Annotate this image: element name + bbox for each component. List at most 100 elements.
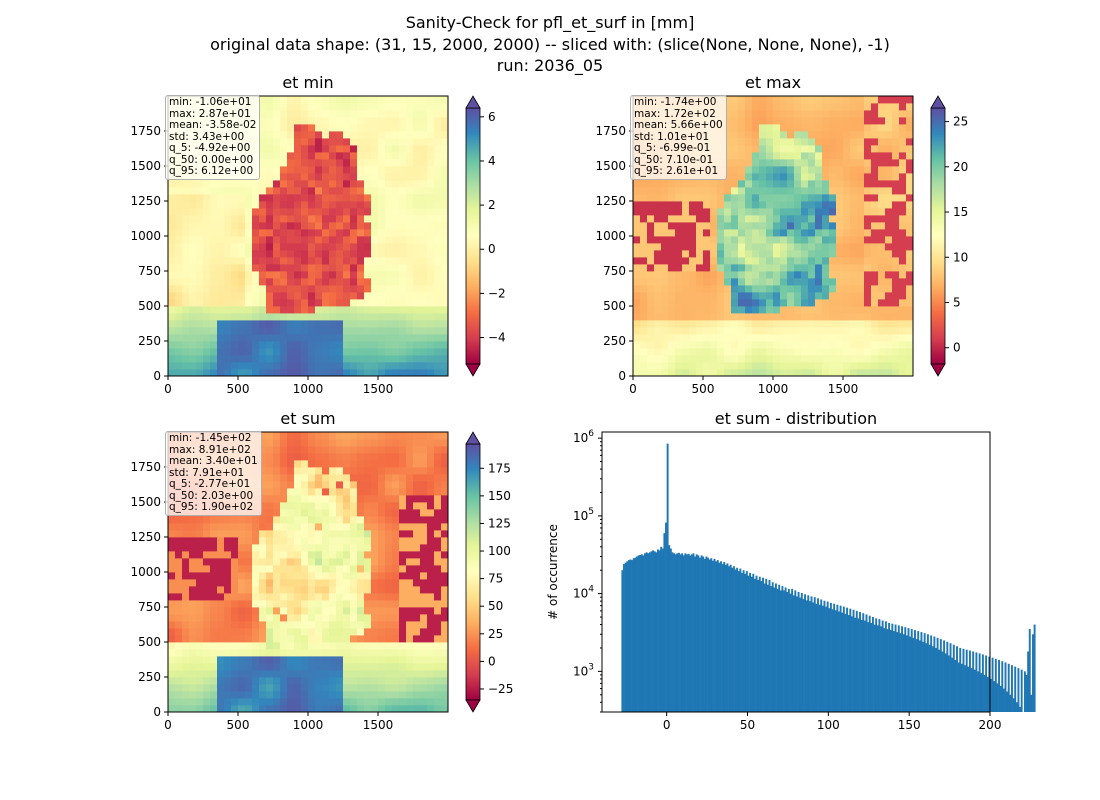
heatmap-cell <box>364 194 372 202</box>
colorbar-tick-label: −4 <box>488 331 506 345</box>
heatmap-cell <box>308 208 316 216</box>
heatmap-cell <box>350 103 358 111</box>
heatmap-cell <box>836 124 844 132</box>
heatmap-cell <box>773 306 781 314</box>
heatmap-cell <box>308 607 316 615</box>
heatmap-cell <box>822 362 830 370</box>
heatmap-cell <box>301 243 309 251</box>
heatmap-cell <box>399 488 407 496</box>
heatmap-cell <box>343 649 351 657</box>
heatmap-cell <box>738 117 746 125</box>
heatmap-cell <box>175 537 183 545</box>
heatmap-cell <box>836 250 844 258</box>
heatmap-cell <box>413 495 421 503</box>
heatmap-cell <box>364 530 372 538</box>
heatmap-cell <box>350 341 358 349</box>
heatmap-cell <box>399 621 407 629</box>
heatmap-cell <box>696 313 704 321</box>
heatmap-cell <box>217 229 225 237</box>
heatmap-cell <box>329 481 337 489</box>
heatmap-cell <box>196 593 204 601</box>
heatmap-cell <box>885 278 893 286</box>
heatmap-cell <box>175 523 183 531</box>
heatmap-cell <box>885 187 893 195</box>
heatmap-cell <box>773 257 781 265</box>
heatmap-cell <box>752 292 760 300</box>
heatmap-cell <box>801 187 809 195</box>
heatmap-cell <box>413 187 421 195</box>
heatmap-cell <box>315 586 323 594</box>
heatmap-cell <box>203 600 211 608</box>
heatmap-cell <box>280 145 288 153</box>
heatmap-cell <box>224 565 232 573</box>
heatmap-cell <box>647 222 655 230</box>
heatmap-cell <box>343 481 351 489</box>
heatmap-cell <box>385 159 393 167</box>
heatmap-cell <box>413 635 421 643</box>
heatmap-cell <box>336 474 344 482</box>
heatmap-cell <box>689 201 697 209</box>
heatmap-cell <box>252 677 260 685</box>
heatmap-cell <box>406 145 414 153</box>
heatmap-cell <box>406 705 414 713</box>
heatmap-cell <box>189 215 197 223</box>
heatmap-cell <box>322 278 330 286</box>
heatmap-cell <box>273 236 281 244</box>
heatmap-cell <box>364 565 372 573</box>
heatmap-cell <box>329 271 337 279</box>
heatmap-cell <box>434 579 442 587</box>
heatmap-cell <box>259 698 267 706</box>
heatmap-cell <box>668 355 676 363</box>
heatmap-cell <box>266 502 274 510</box>
heatmap-cell <box>413 663 421 671</box>
heatmap-cell <box>308 355 316 363</box>
heatmap-cell <box>287 131 295 139</box>
heatmap-cell <box>413 250 421 258</box>
heatmap-cell <box>224 243 232 251</box>
heatmap-cell <box>633 194 641 202</box>
heatmap-cell <box>441 572 449 580</box>
heatmap-cell <box>385 453 393 461</box>
heatmap-cell <box>350 306 358 314</box>
heatmap-cell <box>357 698 365 706</box>
heatmap-cell <box>899 229 907 237</box>
heatmap-cell <box>668 257 676 265</box>
heatmap-cell <box>892 208 900 216</box>
heatmap-cell <box>808 250 816 258</box>
heatmap-cell <box>357 222 365 230</box>
heatmap-cell <box>661 257 669 265</box>
heatmap-cell <box>724 103 732 111</box>
heatmap-cell <box>850 194 858 202</box>
heatmap-cell <box>427 117 435 125</box>
heatmap-cell <box>350 285 358 293</box>
heatmap-cell <box>759 313 767 321</box>
heatmap-cell <box>357 124 365 132</box>
heatmap-cell <box>336 481 344 489</box>
heatmap-cell <box>640 208 648 216</box>
heatmap-cell <box>287 600 295 608</box>
heatmap-cell <box>773 313 781 321</box>
heatmap-cell <box>294 313 302 321</box>
heatmap-cell <box>406 439 414 447</box>
heatmap-cell <box>273 355 281 363</box>
heatmap-cell <box>168 215 176 223</box>
heatmap-cell <box>371 705 379 713</box>
heatmap-cell <box>343 565 351 573</box>
heatmap-cell <box>245 698 253 706</box>
heatmap-cell <box>266 544 274 552</box>
heatmap-cell <box>301 173 309 181</box>
colorbar-tick-label: 150 <box>488 489 511 503</box>
heatmap-cell <box>203 677 211 685</box>
heatmap-cell <box>245 516 253 524</box>
heatmap-cell <box>301 649 309 657</box>
heatmap-cell <box>899 250 907 258</box>
heatmap-cell <box>878 159 886 167</box>
heatmap-cell <box>392 649 400 657</box>
heatmap-cell <box>182 187 190 195</box>
x-tick-label: 0 <box>629 382 637 396</box>
heatmap-cell <box>301 516 309 524</box>
heatmap-cell <box>434 558 442 566</box>
heatmap-cell <box>259 362 267 370</box>
heatmap-cell <box>385 572 393 580</box>
heatmap-cell <box>378 320 386 328</box>
